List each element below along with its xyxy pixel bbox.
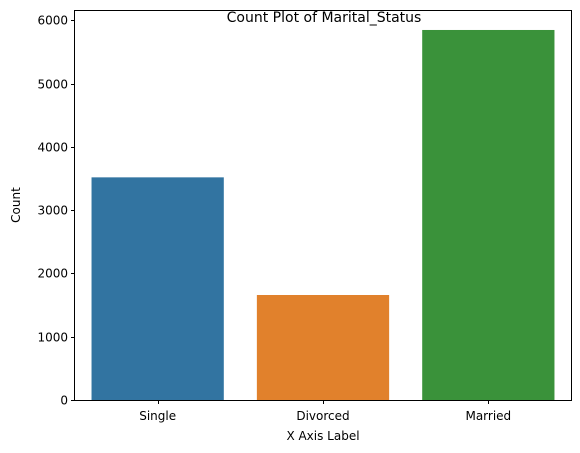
y-tick-label-4000: 4000 [37,141,68,155]
x-axis: Single Divorced Married [139,400,511,423]
bar-divorced [256,295,390,400]
x-axis-label: X Axis Label [286,429,359,443]
y-tick-label-1000: 1000 [37,331,68,345]
x-tick-label-divorced: Divorced [296,409,349,423]
x-tick-label-married: Married [465,409,511,423]
chart-title: Count Plot of Marital_Status [227,10,422,26]
bar-married [422,29,555,400]
y-tick-label-6000: 6000 [37,14,68,28]
y-tick-label-5000: 5000 [37,78,68,92]
y-axis-label: Count [9,187,23,223]
y-tick-label-0: 0 [60,394,68,408]
plot-frame [74,10,572,401]
y-axis: 0 1000 2000 3000 4000 5000 6000 [37,14,75,408]
y-tick-label-2000: 2000 [37,267,68,281]
bars-group [91,29,555,400]
y-tick-label-3000: 3000 [37,204,68,218]
x-tick-label-single: Single [139,409,176,423]
bar-single [91,177,224,400]
